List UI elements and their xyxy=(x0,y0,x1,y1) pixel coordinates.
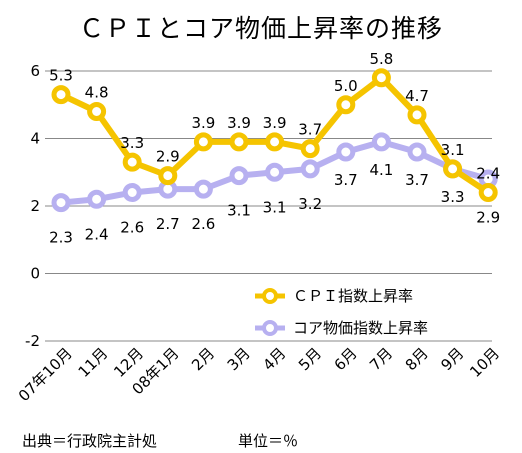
data-point-core xyxy=(51,193,71,213)
data-point-cpi xyxy=(122,152,142,172)
data-label-cpi: 3.1 xyxy=(441,141,465,159)
y-tick-label: 2 xyxy=(30,197,40,215)
x-tick-label: 2月 xyxy=(188,344,218,374)
data-point-cpi xyxy=(478,183,498,202)
data-point-cpi xyxy=(407,105,427,125)
data-label-core: 2.4 xyxy=(85,225,109,243)
data-point-core xyxy=(336,142,356,162)
source-note: 出典＝行政院主計処 xyxy=(22,432,157,450)
unit-note: 単位＝％ xyxy=(238,432,298,450)
data-point-core xyxy=(122,183,142,202)
data-label-core: 2.9 xyxy=(476,209,500,227)
series-group xyxy=(51,68,498,213)
legend-item-core: コア物価指数上昇率 xyxy=(255,319,428,337)
data-labels: 5.3 4.8 3.3 2.9 3.9 3.9 3.9 3.7 5.0 5.8 4.7 3.1 2.4 2… xyxy=(49,50,500,247)
data-point-core xyxy=(265,162,285,182)
data-label-core: 3.1 xyxy=(263,198,287,216)
legend-label: ＣＰＩ指数上昇率 xyxy=(293,287,413,305)
data-point-cpi xyxy=(158,166,178,186)
data-point-core xyxy=(407,142,427,162)
data-label-core: 3.3 xyxy=(441,188,465,206)
data-label-cpi: 3.3 xyxy=(120,134,144,152)
data-label-cpi: 5.0 xyxy=(334,77,358,95)
data-point-cpi xyxy=(193,132,213,152)
x-tick-label: 3月 xyxy=(224,344,254,374)
data-point-cpi xyxy=(265,132,285,152)
data-label-cpi: 5.8 xyxy=(369,50,393,68)
data-label-cpi: 3.9 xyxy=(227,114,251,132)
data-label-cpi: 4.7 xyxy=(405,87,429,105)
data-label-cpi: 3.9 xyxy=(191,114,215,132)
x-tick-label: 11月 xyxy=(75,344,112,381)
x-tick-label: 7月 xyxy=(366,344,396,374)
data-point-core xyxy=(87,189,107,209)
chart-title: ＣＰＩとコア物価上昇率の推移 xyxy=(79,14,443,43)
data-label-core: 3.7 xyxy=(405,171,429,189)
x-tick-label: 4月 xyxy=(259,344,289,374)
data-point-cpi xyxy=(371,68,391,88)
data-label-cpi: 3.9 xyxy=(263,114,287,132)
data-point-cpi xyxy=(229,132,249,152)
data-point-core xyxy=(193,179,213,199)
y-tick-label: 0 xyxy=(30,265,40,283)
x-tick-label: 07年10月 xyxy=(15,344,76,405)
data-label-cpi: 2.4 xyxy=(476,165,500,183)
y-tick-label: 6 xyxy=(30,62,40,80)
data-point-cpi xyxy=(51,85,71,105)
data-label-core: 2.6 xyxy=(120,219,144,237)
y-tick-label: 4 xyxy=(30,130,40,148)
data-point-cpi xyxy=(443,159,463,179)
x-tick-label: 5月 xyxy=(295,344,325,374)
data-label-core: 2.6 xyxy=(191,215,215,233)
legend-item-cpi: ＣＰＩ指数上昇率 xyxy=(255,287,413,305)
data-label-core: 2.3 xyxy=(49,229,73,247)
y-tick-label: -2 xyxy=(25,332,40,350)
data-label-core: 3.1 xyxy=(227,202,251,220)
data-label-cpi: 3.7 xyxy=(298,121,322,139)
x-tick-label: 10月 xyxy=(466,344,503,381)
legend-label: コア物価指数上昇率 xyxy=(293,319,428,337)
data-point-cpi xyxy=(336,95,356,115)
data-label-cpi: 5.3 xyxy=(49,67,73,85)
data-point-core xyxy=(229,166,249,186)
x-tick-label: 6月 xyxy=(331,344,361,374)
data-point-core xyxy=(371,132,391,152)
data-point-core xyxy=(300,159,320,179)
data-label-core: 2.7 xyxy=(156,215,180,233)
data-label-cpi: 2.9 xyxy=(156,148,180,166)
data-label-core: 4.1 xyxy=(369,161,393,179)
grid xyxy=(45,70,492,342)
data-label-core: 3.2 xyxy=(298,195,322,213)
legend-marker xyxy=(262,320,278,336)
data-label-cpi: 4.8 xyxy=(85,84,109,102)
data-point-cpi xyxy=(87,102,107,121)
legend-marker xyxy=(262,288,278,304)
x-tick-label: 9月 xyxy=(437,344,467,374)
data-point-cpi xyxy=(300,139,320,159)
y-axis-ticks: 6 4 2 0 -2 xyxy=(25,62,40,350)
x-tick-label: 8月 xyxy=(402,344,432,374)
data-label-core: 3.7 xyxy=(334,171,358,189)
